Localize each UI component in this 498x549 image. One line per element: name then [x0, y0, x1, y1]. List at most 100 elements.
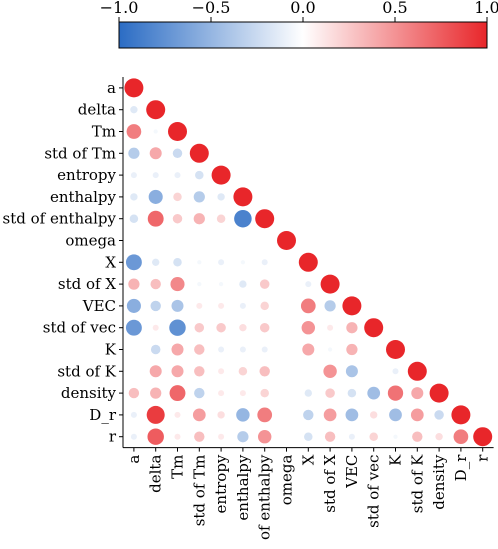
correlation-cell-r-std-of-vec [369, 432, 378, 441]
correlation-cell-K-entropy [218, 346, 225, 353]
correlation-cell-std-of-Tm-Tm [172, 148, 183, 159]
column-labels: a delta Tm std of Tm entropy enthalpy std of e… [125, 447, 492, 549]
correlation-cell-density-VEC [347, 388, 357, 398]
correlation-cell-density-delta [150, 387, 162, 399]
correlation-cell-std-of-Tm-delta [149, 147, 162, 160]
column-label: enthalpy [234, 454, 252, 521]
correlation-cell-VEC-a [126, 298, 141, 313]
correlation-cell-std-of-enthalpy-std-of-Tm [193, 213, 205, 225]
column-label: D_r [452, 454, 470, 482]
column-label: r [474, 454, 492, 462]
correlation-cell-r-std-of-K [412, 431, 423, 442]
correlation-cell-std-of-vec-std-of-Tm [194, 322, 205, 333]
correlation-cell-std-of-vec-Tm [169, 319, 186, 336]
correlation-cell-std-of-X-enthalpy [239, 280, 247, 288]
correlation-cell-D_r-X [303, 409, 314, 421]
correlation-cell-std-of-Tm-std-of-Tm [189, 143, 209, 163]
correlation-cell-density-std-of-X [325, 388, 335, 398]
correlation-cell-K-std-of-enthalpy [261, 346, 268, 353]
correlation-cell-a-a [124, 78, 144, 98]
correlation-cell-Tm-Tm [168, 122, 187, 141]
correlation-cell-r-D_r [453, 429, 469, 445]
correlation-cell-enthalpy-delta [148, 189, 163, 204]
row-label: std of X [58, 275, 116, 293]
correlation-cell-K-delta [150, 344, 161, 355]
correlation-cell-X-X [298, 252, 318, 272]
colorbar-gradient [118, 21, 488, 49]
correlation-cell-std-of-K-K [392, 368, 399, 375]
correlation-cell-D_r-a [130, 411, 137, 418]
correlation-cell-r-r [473, 427, 493, 447]
correlation-cell-D_r-std-of-Tm [192, 408, 206, 422]
colorbar-tick-label: 1.0 [474, 0, 498, 17]
correlation-cell-std-of-K-Tm [171, 365, 184, 378]
correlation-cell-std-of-enthalpy-entropy [216, 214, 226, 223]
correlation-cell-entropy-a [130, 172, 137, 179]
correlation-cell-r-std-of-enthalpy [257, 429, 272, 444]
column-label: Tm [169, 455, 187, 479]
correlation-cell-r-X [304, 432, 313, 441]
correlation-cell-r-enthalpy [237, 431, 249, 443]
correlation-cell-VEC-std-of-enthalpy [260, 301, 269, 311]
row-label: Tm [92, 123, 116, 141]
column-label: std of Tm [190, 455, 208, 527]
correlation-cell-std-of-enthalpy-delta [147, 210, 164, 227]
correlation-cell-density-std-of-Tm [194, 387, 205, 399]
correlation-cell-std-of-X-a [128, 278, 140, 290]
column-label: std of X [321, 454, 339, 512]
correlation-cell-VEC-X [300, 298, 316, 314]
colorbar-tick-label: −0.5 [192, 0, 231, 17]
correlation-cell-std-of-enthalpy-std-of-enthalpy [255, 209, 275, 229]
correlation-cell-Tm-a [126, 124, 142, 139]
correlation-matrix [122, 77, 494, 449]
correlation-cell-entropy-std-of-Tm [195, 170, 204, 180]
column-label: K [387, 454, 405, 466]
correlation-cell-enthalpy-enthalpy [233, 187, 253, 207]
correlation-cell-density-entropy [218, 390, 225, 397]
correlation-cell-std-of-K-VEC [345, 365, 358, 378]
correlation-cell-VEC-enthalpy [239, 302, 246, 309]
correlation-cell-omega-omega [277, 231, 296, 250]
row-label: K [105, 341, 117, 359]
colorbar-tick-label: 0.5 [382, 0, 407, 17]
correlation-cell-std-of-vec-std-of-X [327, 324, 334, 331]
correlation-cell-r-a [130, 433, 137, 440]
correlation-cell-std-of-X-std-of-Tm [197, 281, 202, 287]
correlation-cell-VEC-entropy [218, 302, 225, 309]
row-label: density [61, 384, 117, 402]
correlation-cell-density-std-of-enthalpy [260, 388, 269, 398]
correlation-cell-std-of-vec-enthalpy [239, 324, 247, 332]
correlation-cell-r-std-of-Tm [194, 431, 205, 442]
correlation-cell-std-of-vec-a [125, 319, 142, 336]
correlation-cell-density-a [128, 387, 140, 399]
correlation-cell-density-enthalpy [239, 390, 246, 397]
correlation-cell-entropy-delta [152, 172, 159, 179]
column-label: density [430, 454, 448, 510]
correlation-cell-X-Tm [173, 258, 182, 267]
row-label: D_r [89, 406, 117, 424]
correlation-cell-X-std-of-Tm [197, 260, 202, 265]
row-label: X [105, 253, 116, 271]
correlation-cell-delta-delta [146, 100, 166, 120]
row-label: std of Tm [44, 144, 116, 162]
correlation-cell-r-std-of-X [324, 431, 336, 442]
correlation-cell-std-of-enthalpy-enthalpy [234, 209, 252, 228]
correlation-cell-K-Tm [171, 343, 184, 356]
correlation-cell-r-Tm [174, 433, 181, 440]
correlation-cell-D_r-std-of-K [410, 408, 424, 422]
correlation-cell-VEC-VEC [342, 296, 362, 316]
correlation-cell-X-std-of-enthalpy [261, 259, 268, 266]
row-label: r [109, 428, 117, 446]
correlation-cell-enthalpy-std-of-Tm [193, 191, 205, 203]
correlation-cell-entropy-Tm [174, 172, 181, 179]
correlation-cell-density-K [387, 385, 404, 401]
correlation-cell-std-of-K-std-of-X [323, 364, 337, 379]
correlation-cell-X-entropy [218, 259, 225, 266]
column-label: delta [147, 455, 165, 493]
column-label: omega [278, 455, 296, 506]
correlation-cell-enthalpy-entropy [217, 193, 225, 201]
correlation-cell-std-of-enthalpy-a [129, 214, 139, 223]
correlation-cell-VEC-std-of-X [324, 300, 336, 312]
